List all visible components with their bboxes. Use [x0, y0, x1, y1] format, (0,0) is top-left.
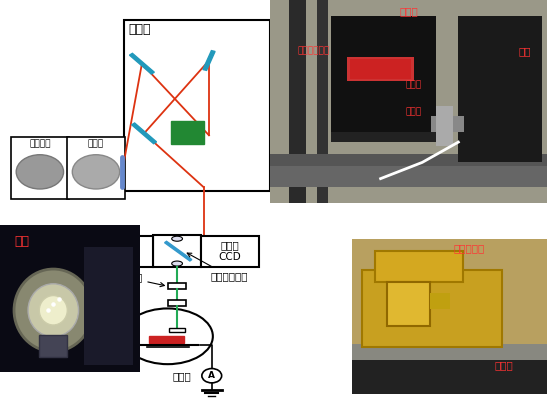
Bar	[431, 116, 464, 132]
Bar	[352, 344, 547, 360]
Bar	[11, 137, 69, 199]
Text: 光源: 光源	[14, 235, 29, 248]
Text: ファイバー: ファイバー	[454, 244, 485, 254]
Bar	[458, 16, 542, 162]
Circle shape	[16, 155, 64, 189]
Text: 光源: 光源	[519, 46, 531, 56]
Circle shape	[28, 284, 79, 337]
Bar	[436, 105, 453, 146]
Point	[54, 295, 63, 302]
Text: 分光器: 分光器	[399, 6, 418, 16]
Polygon shape	[129, 53, 155, 74]
Text: ファイバー: ファイバー	[111, 272, 164, 287]
Text: 反射光: 反射光	[406, 81, 422, 90]
Bar	[153, 235, 201, 267]
Text: A: A	[208, 371, 215, 380]
Bar	[331, 132, 436, 142]
Ellipse shape	[172, 236, 183, 241]
Ellipse shape	[172, 261, 183, 266]
Text: 電流計: 電流計	[172, 371, 191, 381]
Bar	[270, 166, 547, 187]
Circle shape	[14, 269, 92, 351]
Bar	[124, 20, 270, 191]
Point	[49, 301, 58, 308]
Polygon shape	[131, 123, 157, 144]
Point	[43, 307, 52, 314]
Text: 光量計: 光量計	[107, 246, 127, 256]
Text: ハーフミラー: ハーフミラー	[187, 253, 248, 281]
Bar	[352, 360, 547, 394]
Text: 重水素: 重水素	[88, 139, 104, 148]
Text: 分光器: 分光器	[128, 23, 151, 36]
Text: 試料台: 試料台	[495, 360, 514, 370]
Bar	[387, 282, 430, 326]
Bar	[170, 121, 204, 144]
Bar	[430, 293, 450, 309]
Bar	[84, 247, 133, 365]
Bar	[331, 16, 436, 142]
Bar	[362, 270, 502, 347]
Bar	[376, 251, 463, 282]
Text: 照射光: 照射光	[406, 107, 422, 116]
Bar	[67, 137, 125, 199]
Text: 分光器
CCD: 分光器 CCD	[219, 240, 241, 262]
Text: ハロゲン: ハロゲン	[29, 139, 51, 148]
Circle shape	[39, 296, 67, 325]
Text: 試料: 試料	[126, 335, 138, 345]
Bar	[317, 0, 328, 203]
Bar	[0, 0, 275, 398]
Polygon shape	[164, 241, 192, 261]
Bar	[347, 57, 414, 81]
Bar	[168, 300, 186, 306]
Bar	[169, 328, 185, 332]
Bar	[270, 154, 547, 170]
Bar	[350, 59, 411, 79]
Circle shape	[72, 155, 120, 189]
Bar	[352, 344, 547, 360]
Circle shape	[202, 369, 222, 383]
Bar	[289, 0, 306, 203]
Bar	[148, 336, 184, 343]
Bar	[81, 236, 153, 267]
Bar	[168, 283, 186, 289]
Polygon shape	[203, 51, 215, 70]
Bar	[39, 335, 67, 357]
Bar	[201, 236, 259, 267]
Text: ハーフミラー: ハーフミラー	[297, 46, 329, 55]
